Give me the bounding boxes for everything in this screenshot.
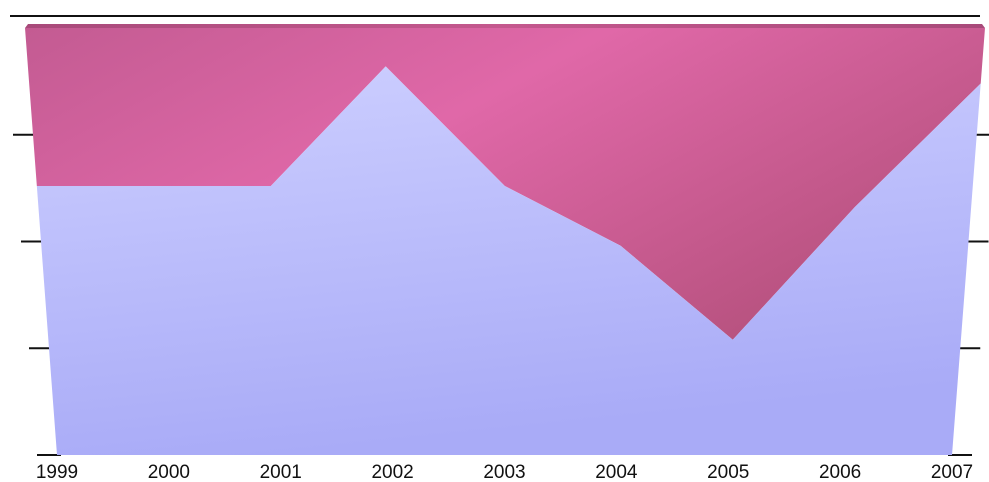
wall-top-face — [25, 24, 985, 28]
x-tick-label-2000: 2000 — [148, 462, 190, 482]
x-tick-label-2002: 2002 — [371, 462, 413, 482]
x-tick-label-2003: 2003 — [483, 462, 525, 482]
area-series-1 — [36, 66, 981, 456]
area-layer — [25, 24, 985, 456]
x-tick-labels: 1999 2000 2001 2002 2003 2004 2005 2006 2007 — [36, 462, 973, 482]
x-tick-label-2005: 2005 — [707, 462, 749, 482]
x-tick-label-2007: 2007 — [931, 462, 973, 482]
x-tick-label-2006: 2006 — [819, 462, 861, 482]
x-tick-label-1999: 1999 — [36, 462, 78, 482]
area-series-2 — [25, 28, 985, 340]
x-tick-label-2001: 2001 — [260, 462, 302, 482]
x-tick-label-2004: 2004 — [595, 462, 638, 482]
